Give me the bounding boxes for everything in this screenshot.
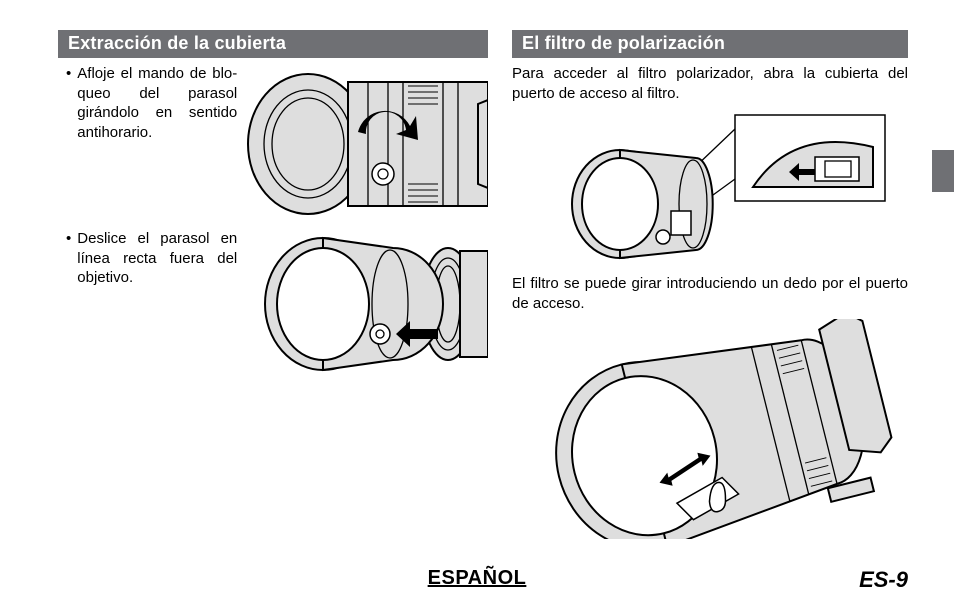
page: Extracción de la cubierta • Afloje el ma… xyxy=(0,0,954,604)
right-section-header: El filtro de polarización xyxy=(512,30,908,58)
right-column: El filtro de polarización Para acceder a… xyxy=(512,30,908,544)
left-row-1: • Afloje el mando de blo­queo del paraso… xyxy=(58,64,488,219)
bullet-icon: • xyxy=(66,229,71,288)
footer-language: ESPAÑOL xyxy=(428,567,527,590)
left-column: Extracción de la cubierta • Afloje el ma… xyxy=(58,30,488,544)
illus-slide-hood xyxy=(237,229,488,379)
right-p1: Para acceder al filtro polarizador, abra… xyxy=(512,64,908,103)
left-section-header: Extracción de la cubierta xyxy=(58,30,488,58)
left-item-2: • Deslice el parasol en línea recta fuer… xyxy=(58,229,237,288)
footer: ESPAÑOL ES-9 xyxy=(0,567,954,590)
side-tab xyxy=(932,150,954,192)
illus-unlock-hood xyxy=(237,64,488,219)
left-row-2: • Deslice el parasol en línea recta fuer… xyxy=(58,229,488,379)
left-item-1: • Afloje el mando de blo­queo del paraso… xyxy=(58,64,237,142)
illus-filter-rotate xyxy=(512,319,908,544)
footer-page-number: ES-9 xyxy=(859,567,908,593)
illus-filter-cover xyxy=(512,109,908,274)
left-item-1-text: Afloje el mando de blo­queo del parasol … xyxy=(77,64,237,142)
bullet-icon: • xyxy=(66,64,71,142)
left-item-2-text: Deslice el parasol en línea recta fuera … xyxy=(77,229,237,288)
columns: Extracción de la cubierta • Afloje el ma… xyxy=(58,30,908,544)
right-p2: El filtro se puede girar introduciendo u… xyxy=(512,274,908,313)
